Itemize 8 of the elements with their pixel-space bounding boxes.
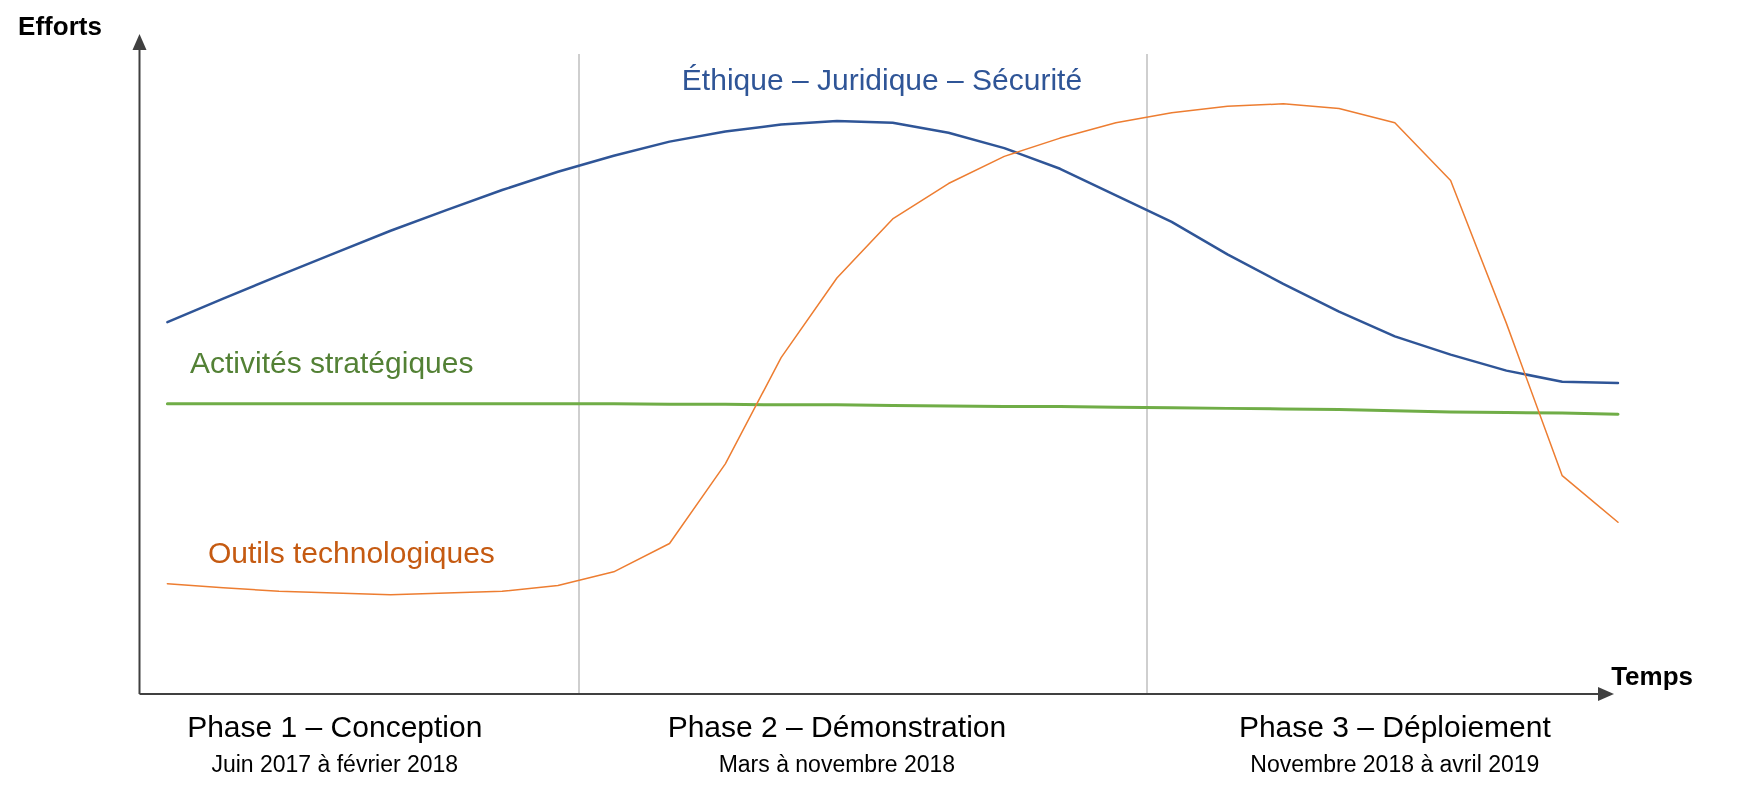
series-label: Activités stratégiques: [190, 346, 474, 379]
series-label: Éthique – Juridique – Sécurité: [681, 63, 1083, 96]
x-axis-title: Temps: [1611, 661, 1693, 691]
series-label: Outils technologiques: [208, 536, 495, 569]
y-axis-title: Efforts: [18, 11, 102, 41]
x-tick-label: Phase 2 – Démonstration Mars à novembre 2018: [667, 710, 1007, 777]
x-tick-label: Phase 3 – Déploiement Novembre 2018 à avril 2019: [1238, 710, 1552, 777]
x-tick-label: Phase 1 – Conception Juin 2017 à février 2018: [187, 710, 483, 777]
